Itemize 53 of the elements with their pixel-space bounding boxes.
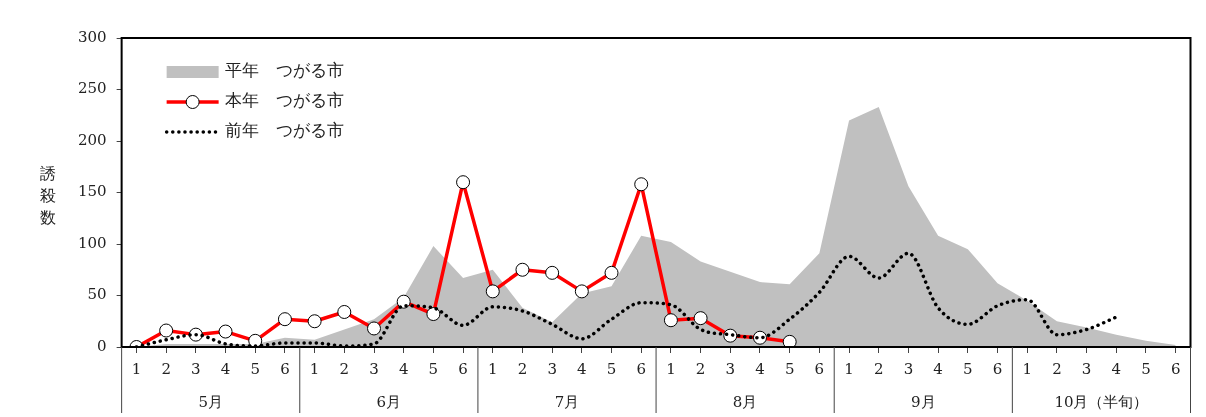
text: 7月 [554, 392, 580, 411]
y-tick-label: 250 [77, 79, 107, 98]
x-tick-label: 1 [131, 359, 142, 378]
x-tick-label: 6 [280, 359, 290, 378]
x-tick-label: 4 [577, 359, 587, 378]
x-tick-label: 1 [844, 359, 854, 378]
x-tick-label: 6 [1170, 359, 1181, 378]
x-tick-label: 2 [517, 359, 528, 378]
x-tick-label: 2 [1052, 359, 1062, 378]
x-tick-label: 4 [755, 359, 765, 378]
x-tick-label: 1 [666, 359, 676, 378]
text: 5月 [198, 392, 223, 411]
x-tick-label: 5 [250, 359, 261, 378]
text: 8月 [732, 392, 758, 411]
text: 6月 [376, 392, 402, 411]
x-tick-label: 1 [487, 359, 498, 378]
x-tick-label: 3 [725, 359, 736, 378]
x-tick-label: 3 [369, 359, 379, 378]
text: 10月（半旬） [1054, 392, 1149, 411]
text: 9月 [911, 392, 936, 411]
x-tick-label: 1 [1022, 359, 1032, 378]
x-tick-label: 5 [1141, 359, 1151, 378]
x-tick-label: 3 [191, 359, 201, 378]
y-axis-title: 誘殺数 [39, 163, 57, 229]
y-tick-label: 50 [87, 285, 107, 304]
y-tick-label: 100 [77, 233, 107, 252]
y-tick-label: 200 [77, 130, 107, 149]
x-tick-label: 6 [814, 359, 825, 378]
x-tick-label: 2 [873, 359, 884, 378]
legend-label: 本年 つがる市 [224, 90, 344, 111]
x-tick-label: 5 [606, 359, 617, 378]
x-tick-label: 2 [339, 359, 350, 378]
x-tick-label: 4 [220, 359, 231, 378]
x-tick-label: 4 [1111, 359, 1122, 378]
x-tick-label: 2 [695, 359, 706, 378]
x-tick-label: 5 [784, 359, 795, 378]
x-tick-label: 3 [1081, 359, 1092, 378]
x-tick-label: 3 [903, 359, 914, 378]
x-tick-label: 6 [636, 359, 646, 378]
x-tick-label: 6 [992, 359, 1003, 378]
x-tick-label: 5 [428, 359, 439, 378]
x-tick-label: 1 [309, 359, 320, 378]
x-tick-label: 4 [933, 359, 943, 378]
x-tick-label: 3 [547, 359, 557, 378]
x-tick-label: 5 [963, 359, 973, 378]
y-tick-label: 150 [77, 182, 107, 201]
y-tick-label: 0 [97, 336, 107, 355]
legend-label: 平年 つがる市 [224, 60, 344, 81]
y-tick-label: 300 [77, 27, 107, 46]
x-tick-label: 6 [458, 359, 468, 378]
x-tick-label: 2 [161, 359, 171, 378]
legend-label: 前年 つがる市 [224, 120, 344, 141]
x-tick-label: 4 [398, 359, 409, 378]
